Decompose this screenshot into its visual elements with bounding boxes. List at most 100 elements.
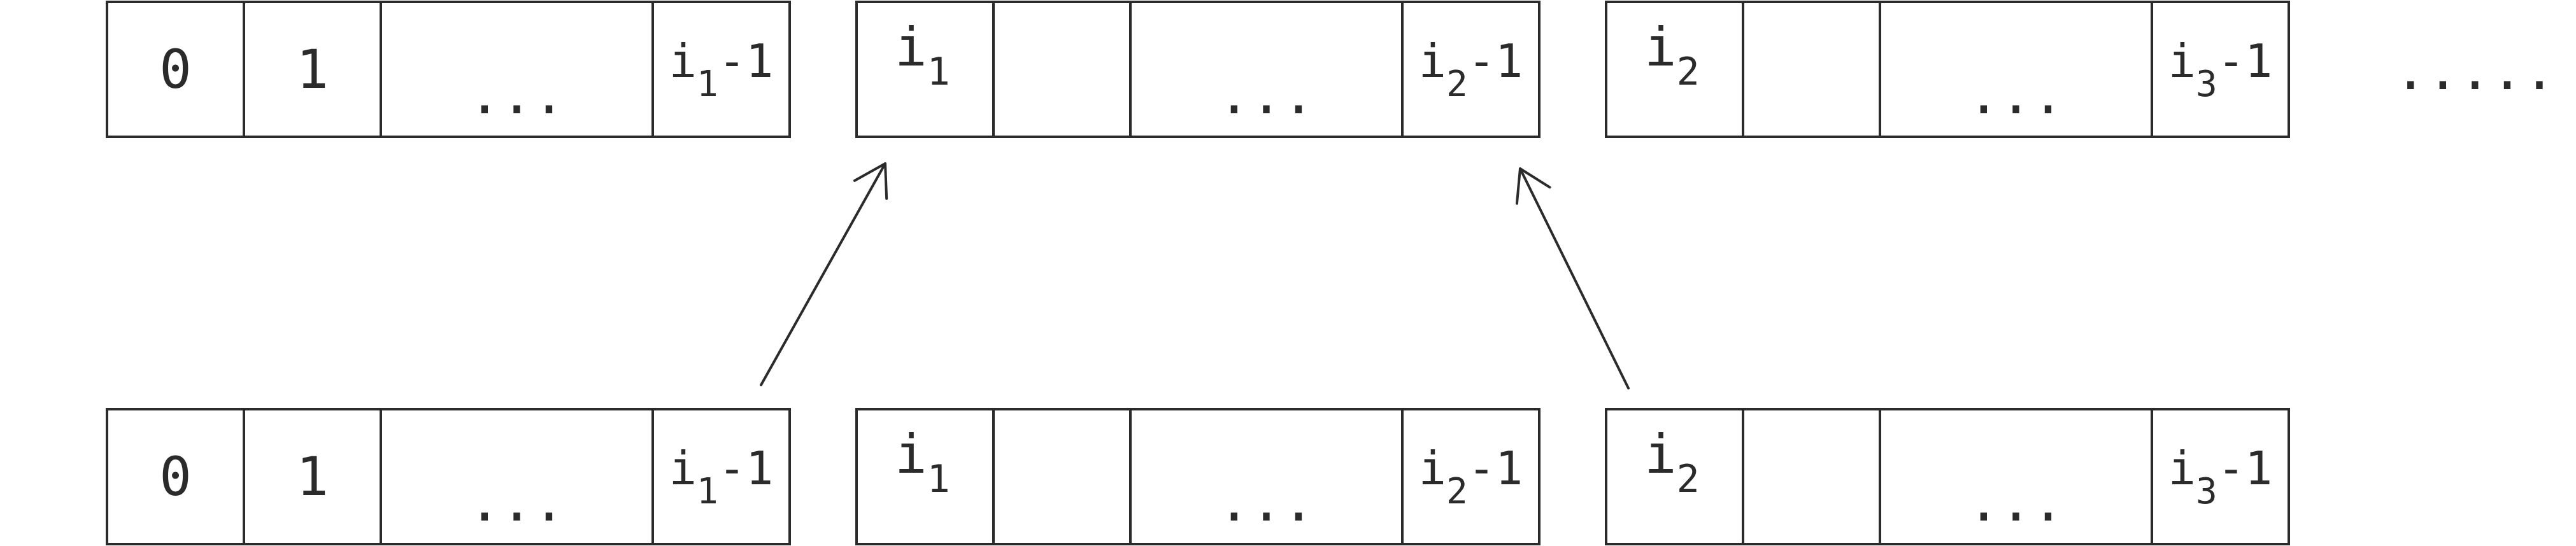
bottom-block-3-cell-3: ... — [1879, 408, 2153, 545]
index-suffix: -1 — [718, 442, 774, 495]
index-suffix: -1 — [718, 34, 774, 88]
ellipsis-label: ... — [469, 64, 566, 126]
arrow-shaft — [760, 162, 886, 386]
top-block-1: 0 1 ...i1-1 — [106, 1, 791, 138]
cell-box — [1401, 408, 1541, 545]
top-block-2-cell-2 — [992, 1, 1132, 138]
index-subscript: 3 — [2196, 64, 2217, 105]
arrow-1 — [760, 162, 888, 386]
top-block-3-cell-2 — [1742, 1, 1881, 138]
cell-box — [1879, 408, 2153, 545]
ellipsis-label: ... — [1968, 64, 2065, 126]
top-block-1-cell-1: 0 — [106, 1, 245, 138]
index-base: i — [895, 16, 927, 78]
index-base: i — [669, 442, 697, 495]
arrow-2 — [1515, 167, 1630, 389]
index-subscript: 1 — [697, 64, 718, 105]
bottom-block-3-cell-1: i2 — [1605, 408, 1744, 545]
top-block-3-cell-1: i2 — [1605, 1, 1744, 138]
ellipsis-label: ... — [469, 471, 566, 533]
cell-box — [651, 408, 791, 545]
top-block-3-cell-3: ... — [1879, 1, 2153, 138]
bottom-block-1-cell-2: 1 — [243, 408, 382, 545]
cell-box — [243, 1, 382, 138]
index-subscript: 1 — [927, 457, 950, 501]
cell-box — [380, 408, 654, 545]
cell-box — [1605, 1, 1744, 138]
cell-box — [1605, 408, 1744, 545]
index-base: i — [1419, 34, 1446, 88]
index-base: i — [1644, 16, 1677, 78]
index-base: i — [895, 423, 927, 486]
top-block-2: i1 ...i2-1 — [855, 1, 1541, 138]
value-label: 1 — [296, 445, 329, 508]
index-label: i1 — [895, 16, 950, 94]
cell-box — [1742, 1, 1881, 138]
index-label: i2-1 — [1419, 34, 1523, 105]
top-block-1-cell-3: ... — [380, 1, 654, 138]
index-subscript: 1 — [927, 50, 950, 94]
cell-box — [992, 408, 1132, 545]
index-base: i — [1419, 442, 1446, 495]
index-base: i — [1644, 423, 1677, 486]
bottom-block-1-cell-4: i1-1 — [651, 408, 791, 545]
cell-box — [2151, 408, 2290, 545]
index-label: i1 — [895, 423, 950, 501]
cell-box — [1129, 1, 1404, 138]
cell-box — [1742, 408, 1881, 545]
bottom-block-2: i1 ...i2-1 — [855, 408, 1541, 545]
value-label: 0 — [159, 38, 192, 101]
index-base: i — [669, 34, 697, 88]
index-suffix: -1 — [2217, 442, 2273, 495]
cell-box — [243, 408, 382, 545]
arrows-layer — [760, 162, 1630, 389]
arrow-head — [853, 162, 888, 200]
index-base: i — [2168, 34, 2196, 88]
index-label: i3-1 — [2168, 442, 2273, 512]
ellipsis-label: ... — [1218, 64, 1315, 126]
index-subscript: 3 — [2196, 471, 2217, 512]
bottom-block-3: i2 ...i3-1 — [1605, 408, 2290, 545]
value-label: 0 — [159, 445, 192, 508]
top-block-2-cell-3: ... — [1129, 1, 1404, 138]
index-subscript: 2 — [1677, 50, 1700, 94]
bottom-block-3-cell-4: i3-1 — [2151, 408, 2290, 545]
index-subscript: 2 — [1446, 64, 1468, 105]
cell-box — [106, 1, 245, 138]
cell-box — [106, 408, 245, 545]
index-subscript: 2 — [1446, 471, 1468, 512]
value-label: 1 — [296, 38, 329, 101]
bottom-block-1-cell-1: 0 — [106, 408, 245, 545]
bottom-block-2-cell-3: ... — [1129, 408, 1404, 545]
index-label: i1-1 — [669, 442, 774, 512]
index-suffix: -1 — [1468, 442, 1523, 495]
cell-box — [855, 1, 995, 138]
arrow-head — [1515, 167, 1551, 205]
top-block-3-cell-4: i3-1 — [2151, 1, 2290, 138]
top-block-1-cell-4: i1-1 — [651, 1, 791, 138]
index-label: i2 — [1644, 16, 1700, 94]
bottom-block-2-cell-2 — [992, 408, 1132, 545]
top-block-2-cell-1: i1 — [855, 1, 995, 138]
index-subscript: 2 — [1677, 457, 1700, 501]
top-block-2-cell-4: i2-1 — [1401, 1, 1541, 138]
ellipsis-label: ... — [1968, 471, 2065, 533]
index-label: i2-1 — [1419, 442, 1523, 512]
ellipsis-label: ... — [1218, 471, 1315, 533]
cell-box — [2151, 1, 2290, 138]
index-label: i2 — [1644, 423, 1700, 501]
bottom-block-2-cell-4: i2-1 — [1401, 408, 1541, 545]
index-base: i — [2168, 442, 2196, 495]
index-label: i3-1 — [2168, 34, 2273, 105]
cell-box — [855, 408, 995, 545]
bottom-block-3-cell-2 — [1742, 408, 1881, 545]
bottom-block-1: 0 1 ... i1-1 — [106, 408, 791, 545]
cell-box — [380, 1, 654, 138]
trailing-ellipsis: ..... — [2395, 39, 2556, 102]
bottom-block-2-cell-1: i1 — [855, 408, 995, 545]
arrow-shaft — [1519, 167, 1630, 389]
cell-box — [651, 1, 791, 138]
bottom-block-1-cell-3: ... — [380, 408, 654, 545]
index-suffix: -1 — [1468, 34, 1523, 88]
